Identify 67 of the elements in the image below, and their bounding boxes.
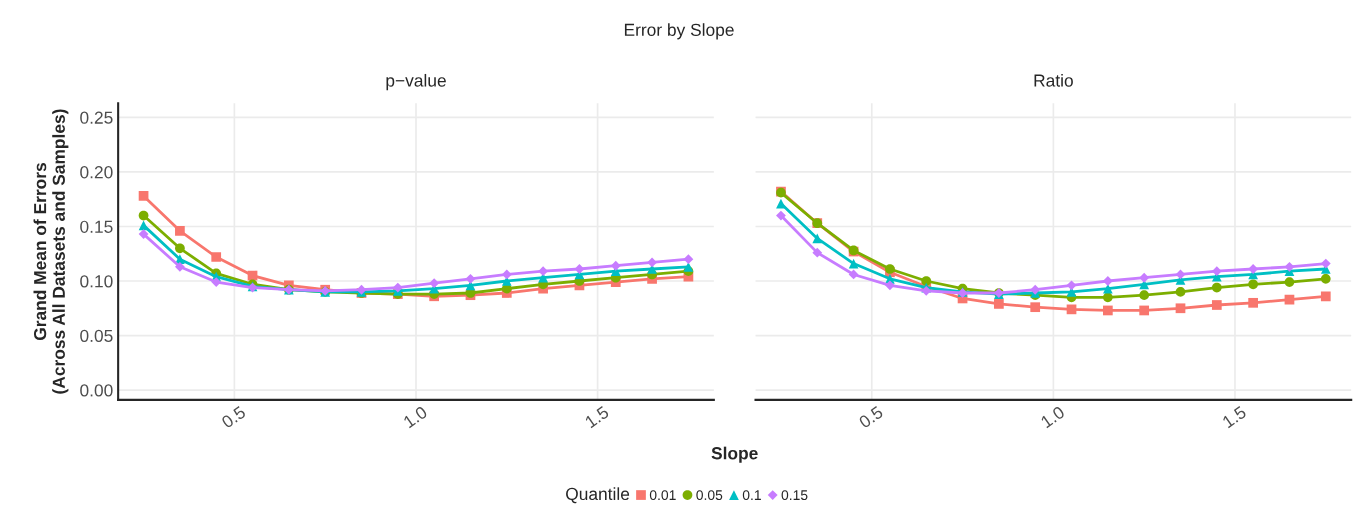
text: Error by Slope — [624, 23, 734, 40]
point — [776, 210, 786, 221]
x-axis-title: Slope — [711, 446, 758, 463]
legend-title: Quantile — [566, 487, 630, 504]
legend-label: 0.15 — [781, 490, 808, 501]
legend-label: 0.1 — [742, 490, 761, 501]
point — [465, 273, 476, 284]
point — [885, 280, 895, 291]
chart-title: Ratio — [1034, 73, 1073, 87]
point — [1175, 287, 1186, 297]
point — [812, 233, 823, 244]
x-tick-label: 0.5 — [858, 405, 884, 429]
point — [683, 254, 694, 265]
point — [1320, 291, 1331, 302]
point — [1030, 284, 1041, 295]
y-tick-label: 0.20 — [80, 166, 113, 179]
point — [1248, 297, 1258, 308]
point — [1139, 305, 1150, 316]
point — [138, 229, 149, 240]
x-tick-label: 1.0 — [1040, 405, 1066, 429]
point — [574, 264, 585, 274]
point — [175, 225, 185, 236]
point — [812, 247, 823, 258]
point — [501, 269, 512, 280]
legend-label: 0.05 — [696, 490, 723, 501]
point — [848, 258, 859, 269]
point — [138, 220, 149, 231]
point — [1284, 277, 1295, 287]
point — [1139, 272, 1150, 283]
point — [885, 264, 895, 274]
x-tick-label: 1.5 — [1221, 405, 1247, 429]
point — [848, 269, 859, 280]
point — [429, 278, 440, 289]
x-tick-label: 1.5 — [584, 405, 610, 429]
point — [1211, 300, 1222, 310]
point — [1211, 266, 1222, 277]
x-tick-label: 0.5 — [220, 405, 247, 429]
y-tick-label: 0.25 — [80, 111, 113, 124]
point — [1175, 303, 1186, 314]
point — [211, 277, 222, 287]
point — [1248, 279, 1258, 290]
chart-title: p−value — [386, 73, 446, 91]
y-tick-label: 0.00 — [80, 384, 113, 397]
y-axis-title: Grand Mean of Errors (Across All Datasets and Samples) — [33, 109, 69, 394]
point — [647, 257, 657, 268]
point — [138, 210, 149, 221]
point — [1320, 273, 1331, 284]
point — [921, 276, 932, 286]
point — [138, 191, 149, 201]
point — [174, 261, 185, 272]
point — [1102, 292, 1113, 303]
point — [1030, 302, 1041, 313]
point — [1211, 282, 1222, 293]
point — [1284, 261, 1295, 272]
point — [994, 299, 1004, 309]
point — [1102, 305, 1113, 316]
point — [1066, 280, 1077, 291]
x-tick-label: 1.0 — [402, 405, 428, 429]
point — [610, 260, 621, 271]
y-tick-label: 0.15 — [80, 220, 113, 233]
point — [1139, 290, 1150, 301]
point — [211, 252, 222, 262]
point — [1320, 258, 1331, 269]
y-tick-label: 0.05 — [80, 329, 113, 342]
legend-label: 0.01 — [649, 490, 676, 501]
point — [175, 243, 185, 254]
y-tick-label: 0.10 — [80, 275, 113, 288]
